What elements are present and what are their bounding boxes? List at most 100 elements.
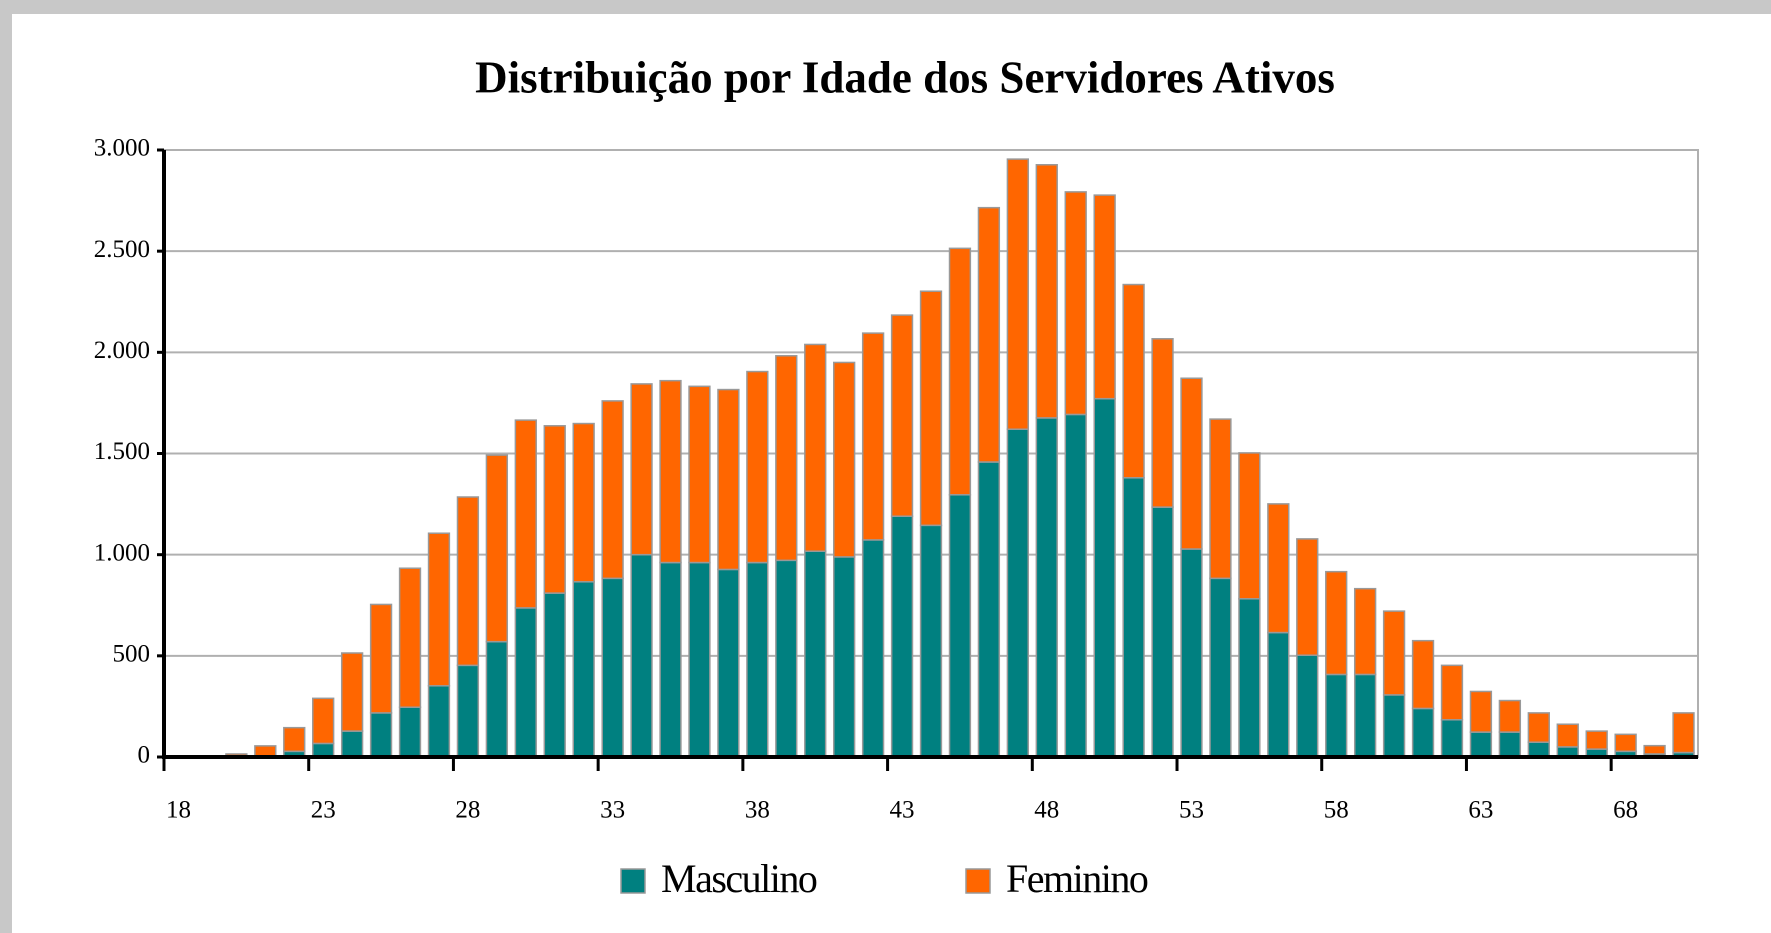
y-tick-label: 2.500 bbox=[94, 236, 150, 263]
bar-segment bbox=[659, 379, 682, 564]
bar-segment bbox=[1151, 506, 1174, 758]
bar-segment bbox=[1296, 654, 1319, 758]
bar-segment bbox=[1093, 194, 1116, 400]
bar-segment bbox=[833, 361, 856, 558]
bar-segment bbox=[1006, 158, 1029, 430]
y-tick-label: 3.000 bbox=[94, 135, 150, 162]
y-tick-label: 0 bbox=[138, 742, 151, 769]
chart-title: Distribuição por Idade dos Servidores At… bbox=[475, 52, 1335, 102]
bar-segment bbox=[1469, 690, 1493, 733]
bar-segment bbox=[977, 461, 1001, 758]
bar-segment bbox=[919, 290, 943, 527]
bar-segment bbox=[1267, 503, 1290, 634]
x-tick-label: 43 bbox=[890, 797, 915, 824]
bar-segment bbox=[1498, 699, 1522, 733]
bar-segment bbox=[1035, 164, 1058, 419]
bar-segment bbox=[890, 515, 914, 758]
bar-segment bbox=[1122, 283, 1145, 479]
bar-segment bbox=[514, 607, 537, 758]
bar-segment bbox=[1353, 673, 1377, 758]
y-tick-label: 500 bbox=[113, 641, 151, 668]
bar-segment bbox=[1325, 570, 1348, 676]
bar-segment bbox=[572, 422, 595, 583]
legend-label: Masculino bbox=[661, 856, 817, 901]
bar-segment bbox=[340, 652, 364, 732]
bar-segment bbox=[1064, 413, 1087, 758]
x-tick-label: 38 bbox=[745, 797, 770, 824]
bar-segment bbox=[1325, 673, 1348, 758]
bar-segment bbox=[1440, 664, 1464, 721]
bar-segment bbox=[1440, 719, 1464, 758]
bar-segment bbox=[1122, 477, 1145, 758]
bar-segment bbox=[688, 385, 711, 564]
bar-segment bbox=[312, 742, 335, 758]
bar-segment bbox=[861, 332, 885, 541]
x-tick-label: 68 bbox=[1613, 797, 1638, 824]
bar-segment bbox=[572, 581, 595, 758]
bar-segment bbox=[977, 206, 1001, 463]
bar-segment bbox=[804, 343, 827, 552]
x-tick-label: 63 bbox=[1468, 797, 1493, 824]
bar-segment bbox=[746, 561, 769, 758]
bar-segment bbox=[890, 314, 914, 517]
bar-segment bbox=[804, 550, 827, 758]
bar-segment bbox=[630, 553, 653, 758]
bar-segment bbox=[1296, 538, 1319, 656]
bar-segment bbox=[427, 532, 451, 687]
bar-segment bbox=[630, 383, 653, 556]
bar-segment bbox=[1093, 397, 1116, 758]
bar-segment bbox=[659, 561, 682, 758]
y-tick-label: 2.000 bbox=[94, 337, 150, 364]
bar-segment bbox=[948, 247, 972, 496]
bar-segment bbox=[1614, 733, 1637, 753]
bar-segment bbox=[1585, 730, 1608, 750]
bar-segment bbox=[1006, 428, 1029, 758]
bar-segment bbox=[1238, 598, 1261, 758]
bar-segment bbox=[1411, 639, 1435, 710]
bar-segment bbox=[1180, 377, 1203, 550]
bar-segment bbox=[369, 712, 393, 758]
bar-segment bbox=[398, 706, 422, 758]
bar-segment bbox=[456, 496, 480, 667]
x-tick-label: 53 bbox=[1179, 797, 1204, 824]
bar-segment bbox=[1035, 417, 1058, 758]
bar-segment bbox=[1382, 694, 1406, 758]
bar-segment bbox=[369, 603, 393, 714]
bar-segment bbox=[746, 370, 769, 564]
bar-segment bbox=[340, 730, 364, 758]
bar-segment bbox=[717, 388, 740, 571]
legend-label: Feminino bbox=[1006, 856, 1148, 901]
bar-segment bbox=[601, 577, 624, 758]
bar-segment bbox=[1527, 741, 1550, 758]
x-tick-label: 18 bbox=[166, 797, 191, 824]
bar-segment bbox=[601, 400, 624, 580]
bar-segment bbox=[1672, 712, 1695, 754]
bar-segment bbox=[543, 425, 566, 594]
bar-segment bbox=[1180, 548, 1203, 758]
y-tick-label: 1.500 bbox=[94, 438, 150, 465]
bar-segment bbox=[312, 697, 335, 745]
bar-segment bbox=[1411, 707, 1435, 758]
bar-segment bbox=[1469, 731, 1493, 758]
bar-segment bbox=[1064, 191, 1087, 416]
bar-segment bbox=[485, 454, 509, 643]
bar-segment bbox=[775, 559, 798, 758]
y-tick-label: 1.000 bbox=[94, 539, 150, 566]
bar-segment bbox=[1382, 610, 1406, 696]
x-tick-label: 48 bbox=[1034, 797, 1059, 824]
bar-segment bbox=[485, 640, 509, 758]
bar-segment bbox=[688, 561, 711, 758]
bar-segment bbox=[456, 664, 480, 758]
bar-segment bbox=[514, 419, 537, 609]
bar-segment bbox=[1643, 744, 1666, 755]
bar-segment bbox=[283, 726, 306, 753]
bar-segment bbox=[254, 745, 277, 757]
bar-segment bbox=[1527, 712, 1550, 743]
bar-segment bbox=[543, 592, 566, 758]
legend-swatch bbox=[620, 868, 646, 894]
bar-segment bbox=[948, 494, 972, 758]
bar-segment bbox=[1209, 418, 1232, 580]
x-tick-label: 28 bbox=[455, 797, 480, 824]
bar-segment bbox=[398, 567, 422, 708]
